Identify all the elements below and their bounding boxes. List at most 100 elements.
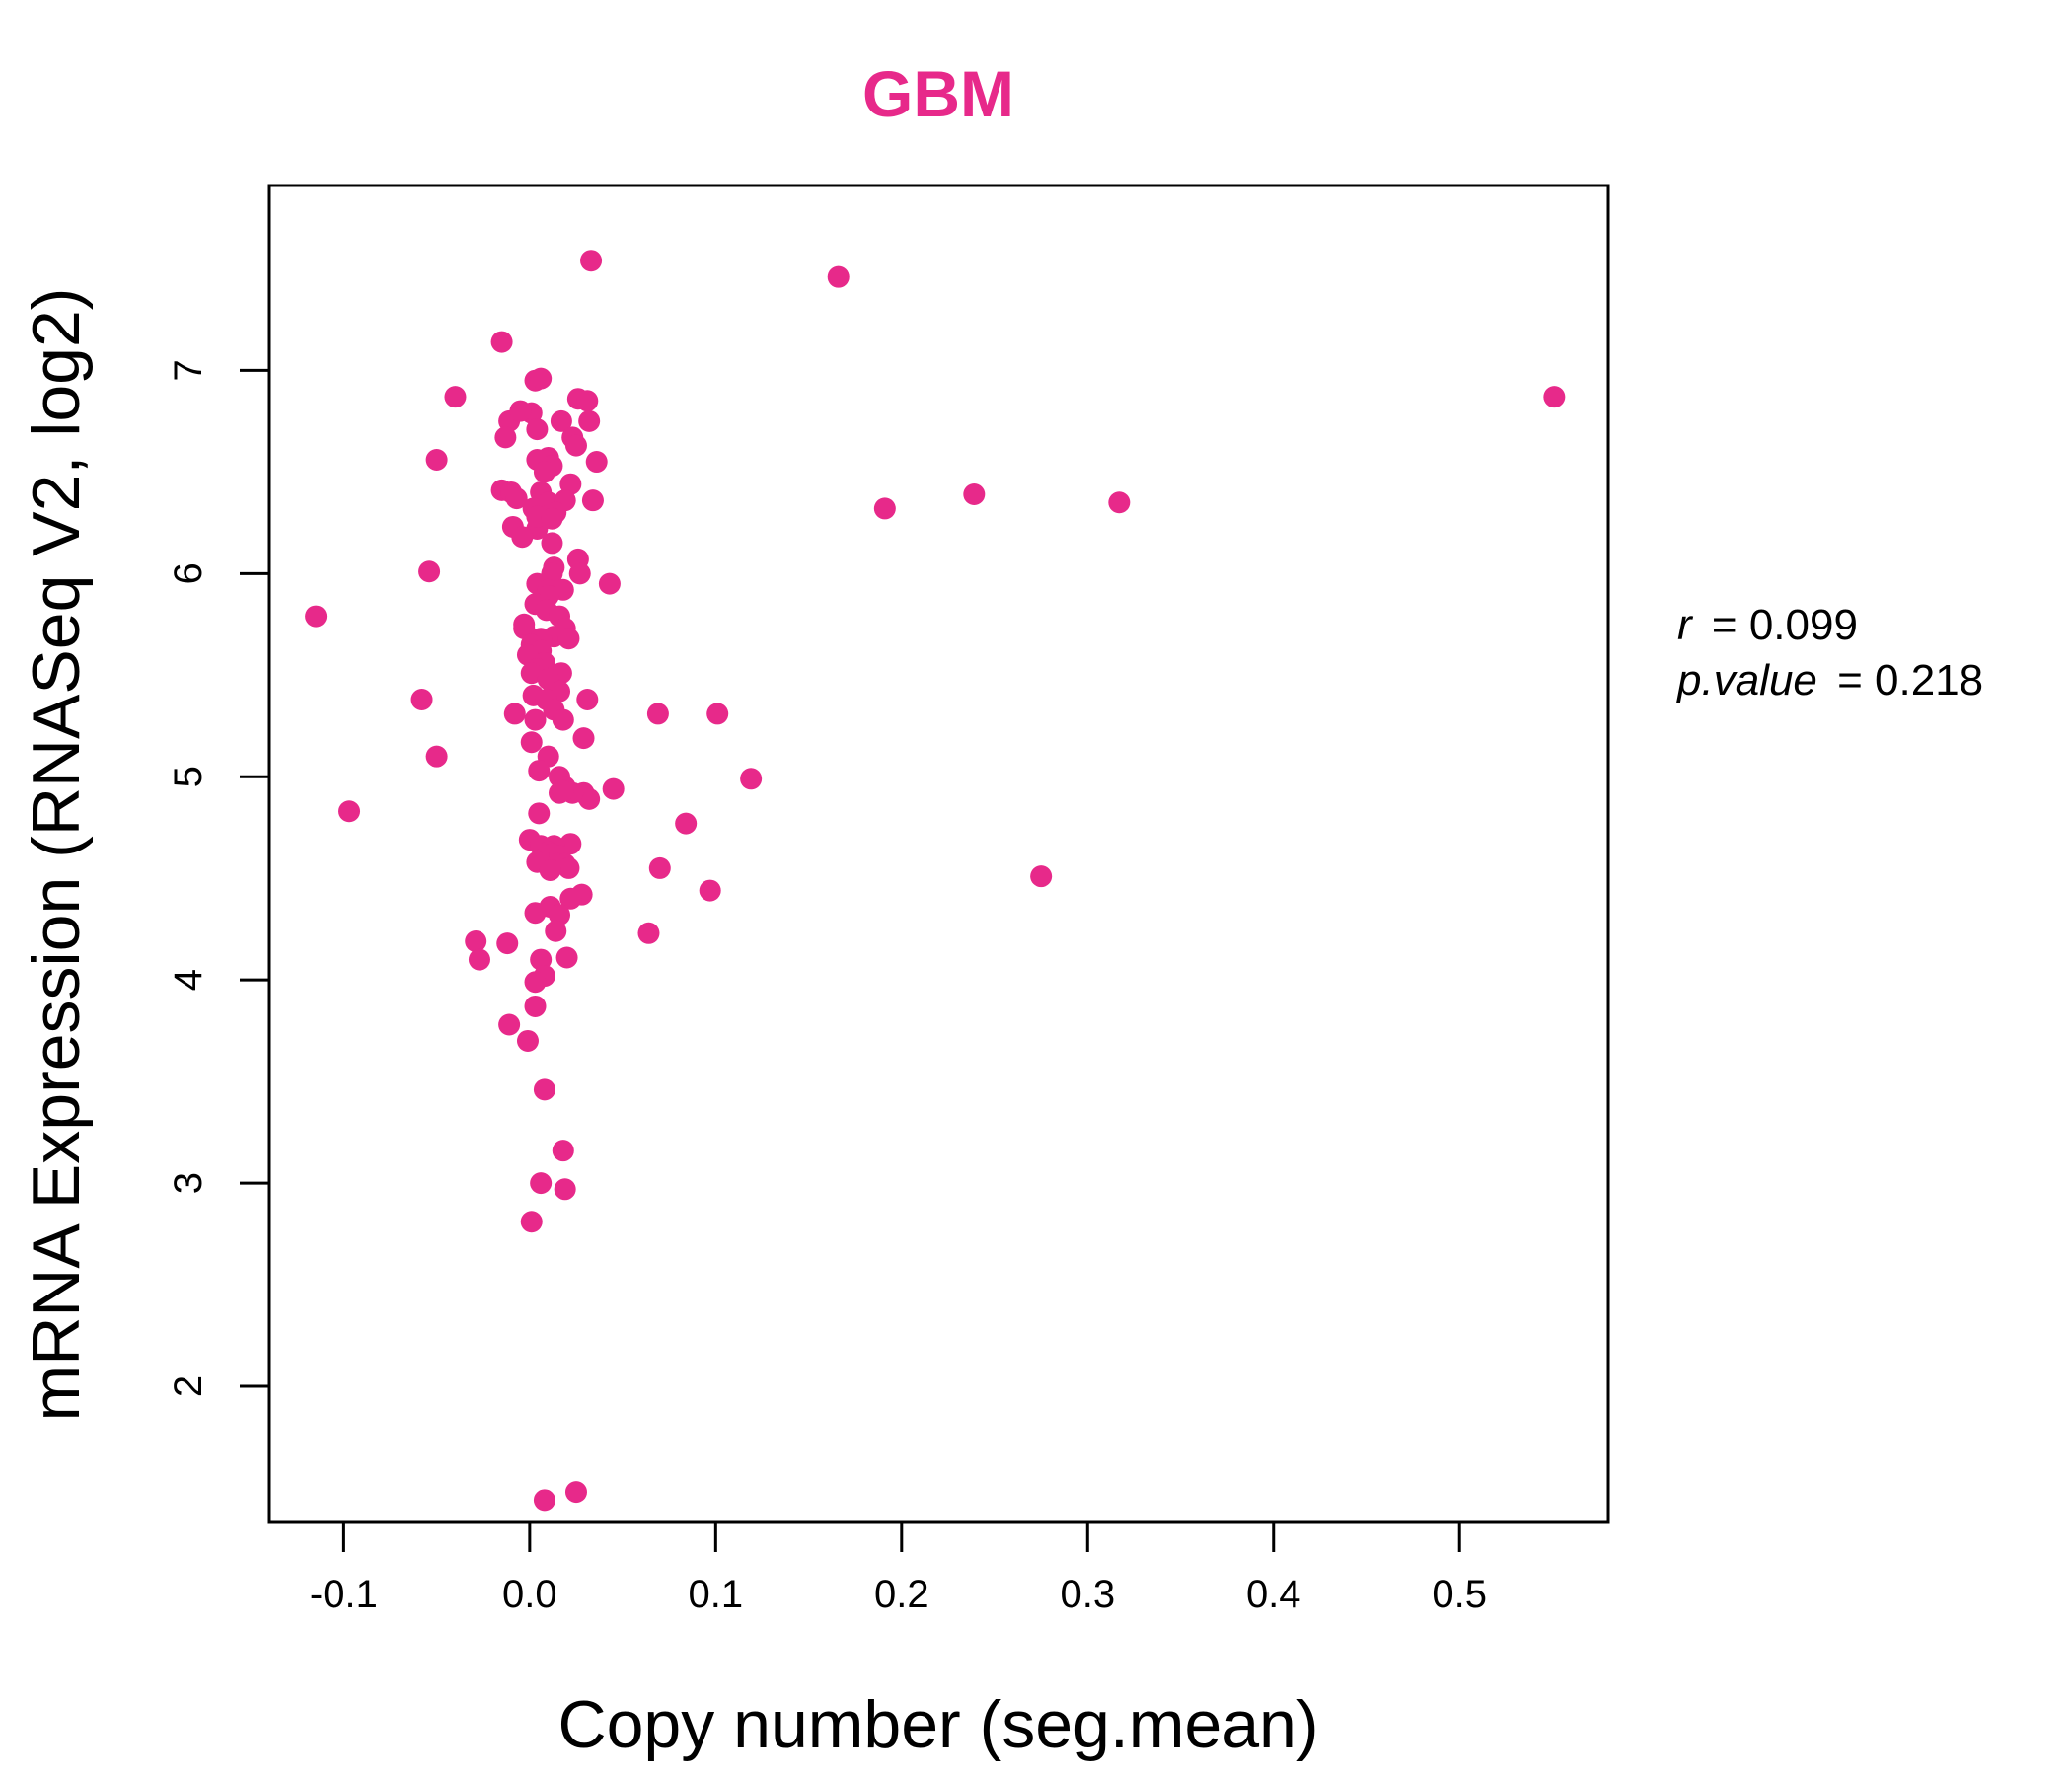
data-point <box>740 768 763 790</box>
y-axis: 2 3 4 5 6 7 <box>167 359 271 1397</box>
data-point <box>533 1078 555 1101</box>
data-point <box>539 858 561 881</box>
data-point <box>524 971 547 994</box>
x-tick-label: 0.4 <box>1246 1573 1301 1616</box>
data-point <box>576 390 599 412</box>
r-value: 0.099 <box>1749 601 1858 649</box>
data-point <box>465 930 487 953</box>
data-point <box>552 708 574 731</box>
data-point <box>827 265 850 288</box>
x-tick-label: 0.3 <box>1060 1573 1115 1616</box>
data-point <box>578 409 601 432</box>
data-point <box>699 879 721 902</box>
data-point <box>541 532 563 555</box>
data-point <box>444 386 467 408</box>
p-value: 0.218 <box>1875 656 1983 704</box>
r-symbol: r <box>1677 601 1694 649</box>
data-point <box>564 1481 587 1504</box>
data-point <box>581 489 604 512</box>
data-point <box>557 856 580 879</box>
data-point <box>425 745 448 768</box>
data-point <box>305 605 328 628</box>
data-point <box>513 613 536 635</box>
data-point <box>568 562 591 585</box>
data-point <box>557 628 580 650</box>
data-point <box>578 787 601 810</box>
data-point <box>572 727 595 750</box>
x-tick-label: 0.2 <box>874 1573 929 1616</box>
data-point <box>873 497 896 520</box>
data-point <box>1030 865 1053 888</box>
data-point <box>545 920 567 942</box>
data-point <box>580 250 603 272</box>
x-tick-label: 0.0 <box>502 1573 557 1616</box>
data-point <box>520 731 543 754</box>
x-tick-label: 0.5 <box>1432 1573 1487 1616</box>
data-point <box>496 932 519 955</box>
data-point <box>559 887 582 910</box>
data-point <box>530 367 553 390</box>
data-point <box>533 461 555 483</box>
data-point <box>528 760 551 782</box>
data-point <box>585 451 608 474</box>
x-axis: -0.1 0.0 0.1 0.2 0.3 0.4 0.5 <box>310 1520 1487 1616</box>
x-tick-label: -0.1 <box>310 1573 378 1616</box>
data-point <box>503 703 526 725</box>
data-point <box>524 902 547 925</box>
data-point <box>550 409 572 432</box>
data-point <box>468 948 490 971</box>
chart-title: GBM <box>862 57 1014 130</box>
data-points <box>305 250 1566 1512</box>
data-point <box>524 995 547 1017</box>
x-axis-title: Copy number (seg.mean) <box>557 1687 1318 1762</box>
data-point <box>564 434 587 457</box>
data-point <box>637 922 660 944</box>
data-point <box>509 400 532 422</box>
data-point <box>530 1172 553 1195</box>
plot-frame <box>267 184 1610 1524</box>
y-tick-label: 6 <box>167 562 210 584</box>
y-axis-title: mRNA Expression (RNASeq V2, log2) <box>19 288 94 1422</box>
data-point <box>648 856 671 879</box>
data-point <box>494 426 517 449</box>
correlation-p: p.value = 0.218 <box>1675 656 1983 704</box>
y-tick-label: 3 <box>167 1172 210 1194</box>
data-point <box>338 800 361 823</box>
data-point <box>530 948 553 971</box>
y-tick-label: 5 <box>167 766 210 787</box>
data-point <box>498 1013 521 1036</box>
data-point <box>425 449 448 472</box>
data-point <box>675 812 698 835</box>
data-point <box>549 904 571 926</box>
data-point <box>602 777 625 800</box>
data-point <box>554 1178 576 1201</box>
data-point <box>1108 491 1131 514</box>
y-tick-label: 2 <box>167 1375 210 1397</box>
p-symbol: p.value <box>1675 656 1817 704</box>
data-point <box>576 688 599 710</box>
data-point <box>1543 386 1566 408</box>
data-point <box>552 1140 574 1162</box>
data-point <box>410 688 433 710</box>
data-point <box>516 1029 539 1052</box>
data-point <box>533 1489 555 1512</box>
data-point <box>706 703 729 725</box>
data-point <box>418 560 441 583</box>
data-point <box>555 946 578 969</box>
x-tick-label: 0.1 <box>689 1573 744 1616</box>
data-point <box>552 779 574 802</box>
y-tick-label: 7 <box>167 359 210 381</box>
y-tick-label: 4 <box>167 969 210 991</box>
data-point <box>511 526 534 549</box>
correlation-r: r = 0.099 <box>1677 601 1858 649</box>
data-point <box>646 703 669 725</box>
data-point <box>490 331 513 353</box>
data-point <box>524 708 547 731</box>
data-point <box>541 507 563 530</box>
data-point <box>526 418 549 441</box>
data-point <box>963 483 986 506</box>
data-point <box>520 662 543 685</box>
data-point <box>505 487 528 510</box>
data-point <box>528 802 551 825</box>
